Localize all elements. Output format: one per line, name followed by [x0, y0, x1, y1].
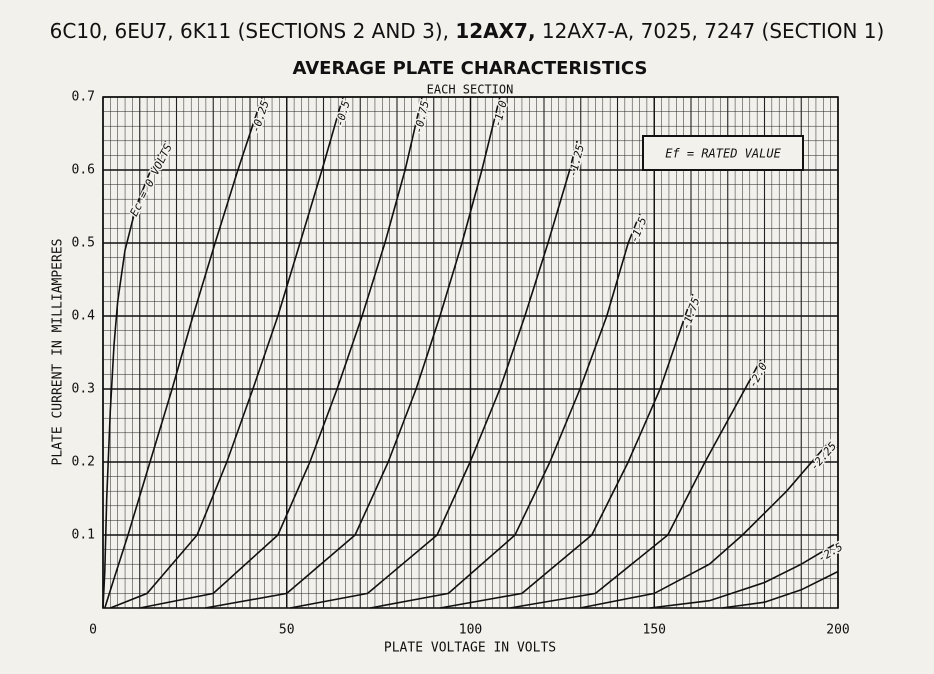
- curve: [205, 96, 501, 609]
- curve: [139, 96, 423, 609]
- x-tick-label: 200: [826, 623, 849, 638]
- header-part: 6C10, 6EU7, 6K11 (SECTIONS 2 AND 3),: [50, 19, 456, 43]
- curve: [439, 293, 694, 609]
- curve-label: -0.75: [412, 99, 432, 134]
- plot: Ec = 0 VOLTS-0.25 -0.5 -0.75 -1.0-1.25-1.5-…: [102, 96, 847, 609]
- curve: [289, 140, 578, 609]
- curve: [649, 541, 839, 609]
- y-tick-label: 0.7: [72, 90, 95, 105]
- curve-label: -1.25: [566, 143, 587, 178]
- header-part: 12AX7-A, 7025, 7247 (SECTION 1): [536, 19, 885, 43]
- x-tick-label: 150: [643, 623, 666, 638]
- y-tick-label: 0.5: [72, 236, 95, 251]
- plot-frame: [102, 96, 839, 609]
- x-axis-label: PLATE VOLTAGE IN VOLTS: [384, 641, 556, 656]
- y-tick-label: 0.1: [72, 528, 95, 543]
- curve: [110, 96, 344, 609]
- y-tick-label: 0.6: [72, 163, 95, 178]
- x-tick-label: 100: [459, 623, 482, 638]
- curve-label: -1.5: [628, 215, 650, 244]
- header: 6C10, 6EU7, 6K11 (SECTIONS 2 AND 3), 12A…: [50, 19, 885, 43]
- x-tick-label: 50: [279, 623, 295, 638]
- annotation: Ef = RATED VALUE: [665, 147, 781, 161]
- curve-label: -1.75: [679, 296, 702, 332]
- y-axis-label: PLATE CURRENT IN MILLIAMPERES: [51, 239, 66, 466]
- curve: [509, 359, 762, 609]
- curve: [104, 96, 263, 609]
- chart-title: AVERAGE PLATE CHARACTERISTICS: [293, 58, 648, 79]
- x-tick-label: 0: [89, 623, 97, 638]
- curve: [102, 140, 167, 609]
- curve: [370, 213, 641, 609]
- header-part: 12AX7,: [455, 19, 535, 43]
- curve: [579, 439, 832, 609]
- curve-label: Ec = 0 VOLTS: [128, 141, 175, 218]
- y-tick-label: 0.2: [72, 455, 95, 470]
- curve-label: -2.5: [816, 540, 845, 565]
- y-tick-label: 0.3: [72, 382, 95, 397]
- y-tick-label: 0.4: [72, 309, 96, 324]
- curve-label: -0.25: [249, 99, 272, 135]
- curve: [721, 570, 839, 609]
- curve-label: -0.5: [333, 99, 353, 128]
- annotation-box: [642, 135, 804, 171]
- chart-subtitle: EACH SECTION: [427, 83, 514, 97]
